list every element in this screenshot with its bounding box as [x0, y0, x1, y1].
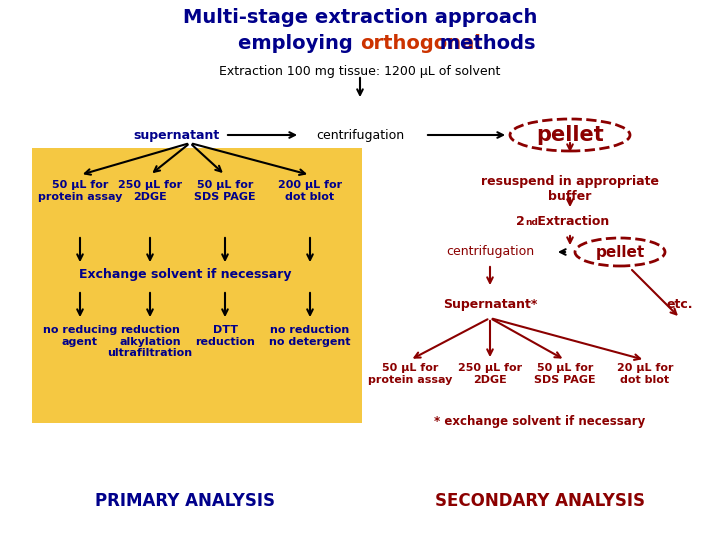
Text: Extraction: Extraction [533, 215, 609, 228]
Text: methods: methods [433, 34, 536, 53]
Text: pellet: pellet [536, 125, 604, 145]
Text: PRIMARY ANALYSIS: PRIMARY ANALYSIS [95, 492, 275, 510]
Text: 2: 2 [516, 215, 525, 228]
Text: 200 μL for
dot blot: 200 μL for dot blot [278, 180, 342, 201]
Text: Multi-stage extraction approach: Multi-stage extraction approach [183, 8, 537, 27]
Text: supernatant: supernatant [134, 129, 220, 141]
Text: 250 μL for
2DGE: 250 μL for 2DGE [458, 363, 522, 384]
Text: 50 μL for
protein assay: 50 μL for protein assay [38, 180, 122, 201]
Text: SECONDARY ANALYSIS: SECONDARY ANALYSIS [435, 492, 645, 510]
Text: 50 μL for
SDS PAGE: 50 μL for SDS PAGE [534, 363, 596, 384]
Text: etc.: etc. [667, 298, 693, 311]
Text: resuspend in appropriate
buffer: resuspend in appropriate buffer [481, 175, 659, 203]
Text: pellet: pellet [595, 245, 644, 260]
Text: Extraction 100 mg tissue: 1200 μL of solvent: Extraction 100 mg tissue: 1200 μL of sol… [220, 65, 500, 78]
Text: Exchange solvent if necessary: Exchange solvent if necessary [78, 268, 292, 281]
Text: DTT
reduction: DTT reduction [195, 325, 255, 347]
Bar [32, 148, 362, 423]
Text: nd: nd [525, 218, 538, 227]
Text: orthogonal: orthogonal [360, 34, 481, 53]
Text: 50 μL for
SDS PAGE: 50 μL for SDS PAGE [194, 180, 256, 201]
Text: centrifugation: centrifugation [446, 246, 534, 259]
Text: employing: employing [238, 34, 360, 53]
Text: 20 μL for
dot blot: 20 μL for dot blot [617, 363, 673, 384]
Text: centrifugation: centrifugation [316, 129, 404, 141]
Text: * exchange solvent if necessary: * exchange solvent if necessary [434, 415, 646, 428]
Text: no reducing
agent: no reducing agent [43, 325, 117, 347]
Text: reduction
alkylation
ultrafiltration: reduction alkylation ultrafiltration [107, 325, 192, 358]
Text: Supernatant*: Supernatant* [443, 298, 537, 311]
Text: no reduction
no detergent: no reduction no detergent [269, 325, 351, 347]
Text: 250 μL for
2DGE: 250 μL for 2DGE [118, 180, 182, 201]
Text: 50 μL for
protein assay: 50 μL for protein assay [368, 363, 452, 384]
